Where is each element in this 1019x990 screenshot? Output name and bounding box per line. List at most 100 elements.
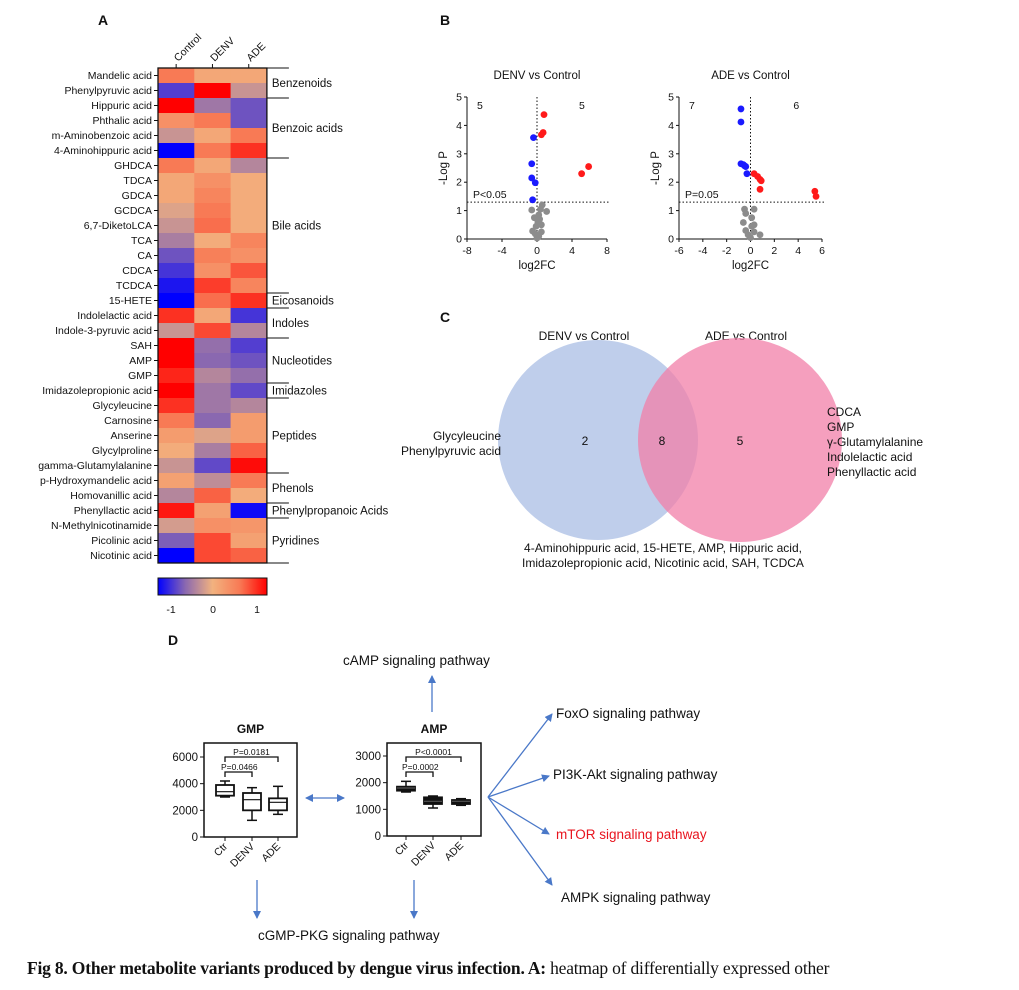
y-tick-label: 5: [456, 92, 462, 104]
heatmap-cell: [194, 383, 232, 399]
heatmap-cell: [158, 233, 195, 249]
box: [396, 785, 416, 792]
heatmap-cell: [194, 173, 232, 189]
heatmap-cell: [158, 548, 195, 564]
heatmap-cell: [230, 383, 268, 399]
panel-label-c: C: [440, 309, 450, 325]
heatmap-cell: [230, 158, 268, 174]
heatmap-cell: [194, 113, 232, 129]
x-tick-label: 2: [771, 245, 777, 257]
color-scale-bar: [157, 577, 268, 596]
heatmap-cell: [158, 128, 195, 144]
row-label: Homovanillic acid: [70, 490, 152, 502]
x-tick-label: 0: [534, 245, 540, 257]
x-tick-label: ADE: [442, 840, 466, 864]
data-point-down: [743, 170, 751, 178]
row-label: 4-Aminohippuric acid: [54, 145, 152, 157]
heatmap-cell: [158, 413, 195, 429]
heatmap-cell: [230, 398, 268, 414]
heatmap-cell: [158, 173, 195, 189]
row-label: Indolelactic acid: [77, 310, 152, 322]
data-point-ns: [748, 214, 756, 222]
x-tick-label: ADE: [259, 841, 283, 865]
row-label: GHDCA: [114, 160, 152, 172]
heatmap-cell: [158, 368, 195, 384]
heatmap-cell: [158, 308, 195, 324]
box: [423, 796, 443, 805]
heatmap-cell: [158, 473, 195, 489]
row-label: SAH: [130, 340, 152, 352]
venn-right-only-item: GMP: [827, 420, 854, 434]
heatmap-cell: [194, 503, 232, 519]
heatmap-cell: [194, 353, 232, 369]
data-point-ns: [537, 205, 544, 213]
panel-label-d: D: [168, 632, 178, 648]
data-point-down: [531, 179, 539, 187]
row-label: GDCA: [122, 190, 152, 202]
p-value-label: P=0.0466: [221, 762, 258, 772]
heatmap-cell: [158, 293, 195, 309]
heatmap-cell: [194, 338, 232, 354]
heatmap-cell: [230, 503, 268, 519]
x-tick-label: 4: [569, 245, 575, 257]
row-label: gamma-Glutamylalanine: [38, 460, 152, 472]
significance-bracket: [405, 756, 462, 762]
row-label: Anserine: [111, 430, 153, 442]
heatmap-cell: [158, 263, 195, 279]
venn-shared-items: Imidazolepropionic acid, Nicotinic acid,…: [522, 556, 804, 570]
group-label: Indoles: [272, 318, 309, 330]
heatmap-cell: [230, 548, 268, 564]
column-label: Control: [172, 32, 204, 64]
heatmap-cell: [230, 188, 268, 204]
row-label: 15-HETE: [109, 295, 152, 307]
heatmap-cell: [158, 83, 195, 99]
row-label: Indole-3-pyruvic acid: [55, 325, 152, 337]
heatmap-cell: [230, 518, 268, 534]
x-tick-label: 6: [819, 245, 825, 257]
x-tick-label: DENV: [228, 841, 257, 870]
row-label: Hippuric acid: [91, 100, 152, 112]
y-tick-label: 2: [668, 177, 674, 189]
venn-left-count: 2: [582, 434, 589, 448]
heatmap-cell: [194, 473, 232, 489]
x-tick-label: 4: [795, 245, 801, 257]
heatmap-cell: [158, 218, 195, 234]
x-tick-label: -8: [462, 245, 471, 257]
heatmap-cell: [194, 128, 232, 144]
heatmap-cell: [158, 68, 195, 84]
heatmap-cell: [230, 338, 268, 354]
row-label: TCA: [131, 235, 152, 247]
row-label: N-Methylnicotinamide: [51, 520, 152, 532]
group-label: Benzenoids: [272, 78, 332, 90]
count-down: 5: [477, 100, 483, 112]
heatmap-cell: [194, 413, 232, 429]
heatmap-cell: [194, 323, 232, 339]
box: [215, 784, 235, 797]
color-scale-tick: 0: [210, 604, 216, 616]
heatmap-cell: [230, 83, 268, 99]
heatmap-cell: [194, 518, 232, 534]
venn-overlap-count: 8: [659, 434, 666, 448]
panel-label-b: B: [440, 12, 450, 28]
row-label: Phenylpyruvic acid: [64, 85, 152, 97]
venn-diagram: DENV vs Control ADE vs Control 2 8 5 Gly…: [401, 329, 923, 570]
y-tick-label: 4: [668, 120, 674, 132]
venn-left-only-item: Glycyleucine: [433, 429, 501, 443]
count-down: 7: [689, 100, 695, 112]
data-point-ns: [543, 208, 551, 215]
heatmap: Mandelic acid Phenylpyruvic acid Hippuric …: [38, 32, 389, 564]
heatmap-cell: [158, 113, 195, 129]
heatmap-cell: [230, 413, 268, 429]
venn-left-only-item: Phenylpyruvic acid: [401, 444, 501, 458]
venn-right-only-item: Phenyllactic acid: [827, 465, 916, 479]
row-label: 6,7-DiketoLCA: [84, 220, 152, 232]
volcano-plot-denv: DENV vs Control 0 1 2 3 4 5 -8 -4 0 4 8 log2FC -Log P…: [438, 70, 610, 272]
x-tick-label: -6: [674, 245, 683, 257]
heatmap-cell: [158, 353, 195, 369]
data-point-ns: [532, 222, 540, 230]
row-label: m-Aminobenzoic acid: [52, 130, 153, 142]
data-point-ns: [533, 234, 541, 242]
row-label: TCDCA: [116, 280, 152, 292]
panel-label-a: A: [98, 12, 108, 28]
